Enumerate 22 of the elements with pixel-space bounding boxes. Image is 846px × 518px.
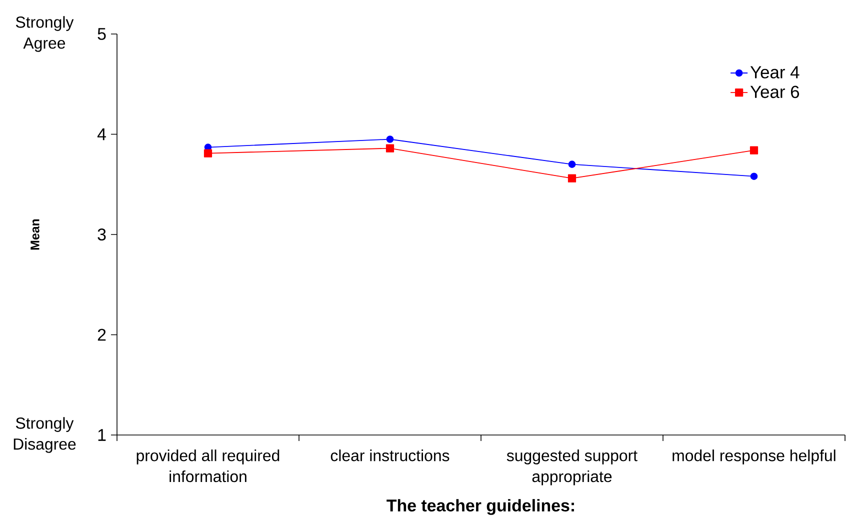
- x-tick-label: provided all required information: [136, 450, 280, 482]
- point: [386, 144, 394, 152]
- y-axis-title: Mean: [30, 219, 40, 250]
- y-tick-label: 1: [98, 429, 106, 441]
- x-axis-title: The teacher guidelines:: [386, 499, 574, 515]
- point: [750, 172, 758, 180]
- point: [750, 146, 758, 154]
- x-tick-label: clear instructions: [330, 450, 450, 462]
- point: [568, 174, 576, 182]
- point: [204, 149, 212, 158]
- point: [386, 136, 394, 143]
- y-tick-label: 3: [98, 228, 106, 240]
- y-tick-label: 5: [98, 28, 106, 40]
- legend-label: Year 4: [750, 66, 800, 78]
- x-tick-label: suggested support appropriate: [506, 450, 638, 486]
- text: Strongly Agree: [16, 16, 74, 52]
- legend-label: Year 6: [750, 86, 800, 98]
- x-tick-label: model response helpful: [672, 450, 836, 464]
- y-tick-label: 2: [98, 328, 106, 341]
- y-tick-label: 4: [97, 128, 106, 140]
- text: Strongly Disagree: [14, 417, 76, 453]
- point: [568, 160, 576, 168]
